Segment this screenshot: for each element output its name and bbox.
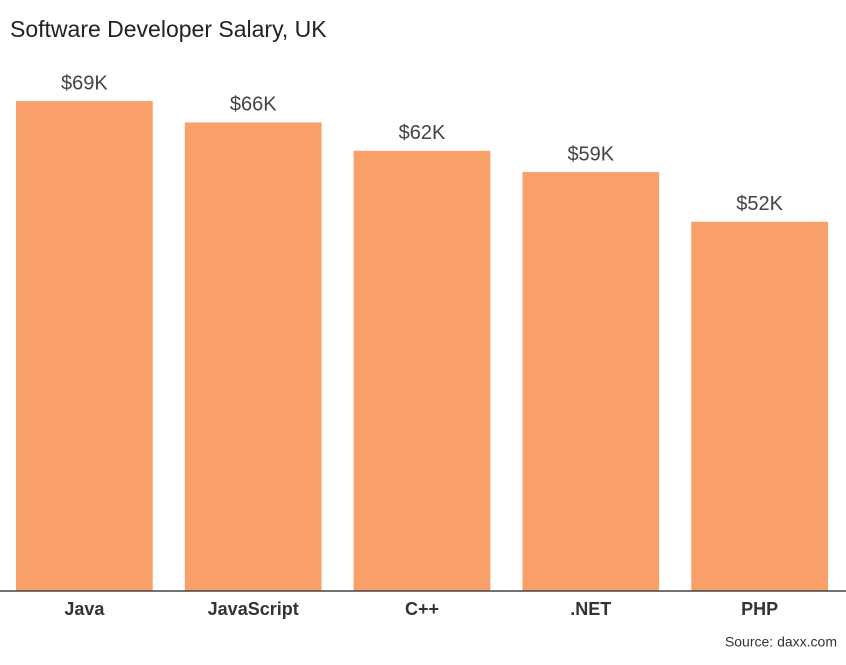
value-label: $59K	[567, 143, 614, 165]
bar	[522, 172, 660, 591]
x-tick-label: C++	[405, 599, 439, 619]
x-tick-label: Java	[64, 599, 105, 619]
x-tick-label: .NET	[570, 599, 611, 619]
bar	[184, 122, 322, 592]
x-tick-label: JavaScript	[208, 599, 299, 619]
source-note: Source: daxx.com	[725, 634, 837, 650]
x-tick-label: PHP	[741, 599, 778, 619]
value-label: $62K	[399, 122, 446, 144]
bar	[353, 150, 491, 592]
value-label: $66K	[230, 94, 277, 116]
value-label: $69K	[61, 72, 108, 94]
bar	[16, 101, 153, 591]
bar	[691, 221, 828, 592]
value-label: $52K	[736, 193, 783, 215]
chart-title: Software Developer Salary, UK	[10, 16, 327, 42]
